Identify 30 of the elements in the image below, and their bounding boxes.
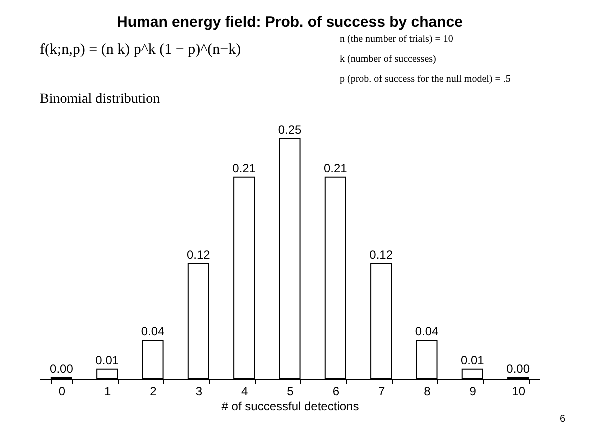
x-tick-label: 9 [470, 384, 477, 398]
data-label: 0.12 [186, 248, 211, 262]
text: Binomial distribution [40, 92, 160, 107]
text: 6 [560, 414, 566, 425]
data-label: 0.04 [415, 324, 439, 339]
chart-title: Human energy field: Prob. of success by chance [117, 14, 463, 31]
data-label: 0.01 [460, 353, 485, 368]
data-label: 0.25 [278, 123, 302, 137]
x-tick-label: 8 [424, 384, 432, 398]
x-tick-label: 4 [241, 384, 248, 398]
x-tick-label: 2 [150, 384, 158, 398]
data-label: 0.12 [370, 248, 394, 262]
x-tick-label: 1 [104, 384, 112, 398]
x-tick-label: 7 [378, 384, 386, 398]
data-label: 0.21 [232, 161, 256, 176]
x-tick-label: 5 [287, 384, 294, 398]
data-label: 0.01 [96, 353, 120, 368]
data-label: 0.21 [324, 161, 348, 176]
text: k (number of successes) [340, 54, 436, 65]
text: n (the number of trials) = 10 [340, 34, 454, 45]
x-axis-title: # of successful detections [222, 400, 360, 414]
data-label: 0.00 [50, 362, 74, 376]
x-tick-label: 0 [58, 384, 66, 398]
x-tick-label: 10 [512, 384, 526, 398]
data-label: 0.04 [141, 324, 166, 339]
text: p (prob. of success for the null model) = .5 [340, 74, 511, 85]
x-tick-label: 3 [196, 384, 203, 398]
data-label: 0.00 [506, 362, 530, 376]
x-tick-label: 6 [332, 384, 340, 398]
text: f(k;n,p) = (n k) p^k (1 − p)^(n−k) [40, 42, 242, 58]
